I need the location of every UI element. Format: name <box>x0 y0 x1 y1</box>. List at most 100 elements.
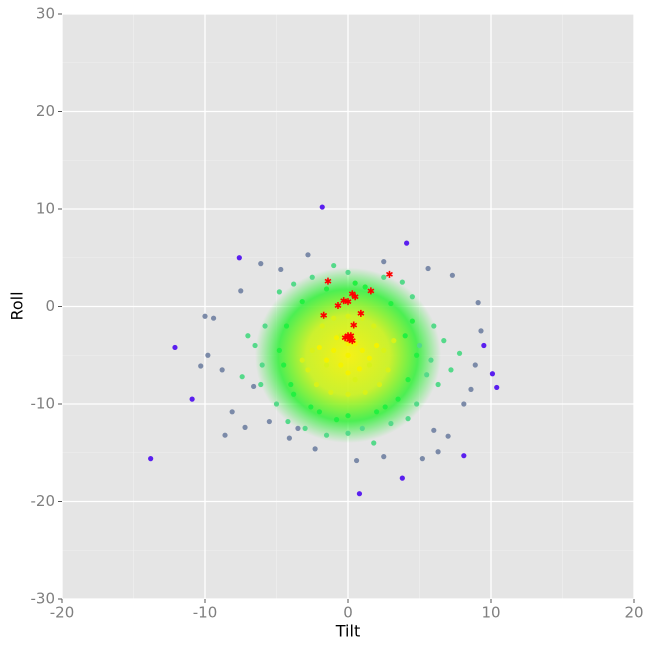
point <box>266 418 272 425</box>
point <box>252 342 258 349</box>
point <box>494 384 500 391</box>
point <box>331 315 337 321</box>
point <box>333 335 340 341</box>
point <box>262 323 268 329</box>
point <box>283 323 290 329</box>
point <box>333 417 340 423</box>
point <box>382 404 388 410</box>
point <box>323 362 330 368</box>
point <box>345 370 351 376</box>
point <box>338 333 344 339</box>
point <box>219 367 225 373</box>
point <box>285 418 291 425</box>
point <box>371 323 377 329</box>
point <box>345 430 351 436</box>
point <box>148 456 154 462</box>
point <box>399 279 405 285</box>
point <box>381 274 387 280</box>
point <box>309 274 315 280</box>
point <box>345 391 351 397</box>
point <box>461 401 467 407</box>
x-tick-label: -20 <box>50 604 75 622</box>
point <box>202 313 208 319</box>
point <box>399 475 405 481</box>
point <box>356 366 363 372</box>
point <box>331 347 337 353</box>
point <box>172 344 178 351</box>
point <box>288 381 294 388</box>
point <box>286 435 292 441</box>
point <box>366 362 373 368</box>
star-point <box>344 298 352 306</box>
point <box>305 252 311 258</box>
point <box>281 362 287 368</box>
point <box>273 401 280 407</box>
y-tick-label: -20 <box>31 492 56 510</box>
point <box>229 409 235 415</box>
y-tick-label: 10 <box>36 200 55 218</box>
point <box>291 281 297 287</box>
x-tick-label: 10 <box>481 604 500 622</box>
point <box>475 300 481 306</box>
star-point <box>351 293 359 301</box>
point <box>489 371 496 377</box>
point <box>441 338 447 344</box>
x-tick-label: 20 <box>624 604 643 622</box>
point <box>391 338 397 344</box>
y-tick-label: 0 <box>45 297 55 315</box>
point <box>381 259 387 265</box>
point <box>259 362 265 368</box>
y-axis-title: Roll <box>8 291 27 320</box>
point <box>242 424 248 430</box>
point <box>409 294 415 300</box>
y-tick-label: -30 <box>31 590 56 608</box>
point <box>328 389 334 395</box>
star-point <box>348 337 356 345</box>
point <box>239 374 245 380</box>
point <box>448 367 454 373</box>
point <box>405 377 411 383</box>
point <box>299 357 305 363</box>
point <box>431 427 437 433</box>
point <box>323 432 330 438</box>
point <box>251 383 257 390</box>
point <box>359 315 365 321</box>
point <box>345 413 351 419</box>
point <box>428 357 434 363</box>
point <box>352 280 358 286</box>
point <box>472 362 478 368</box>
point <box>388 420 394 427</box>
point <box>481 342 487 349</box>
point <box>309 347 315 353</box>
point <box>308 404 314 410</box>
point <box>402 333 408 339</box>
point <box>313 381 320 388</box>
star-point <box>367 287 375 295</box>
star-point <box>386 270 393 278</box>
point <box>478 328 484 334</box>
point <box>435 381 441 388</box>
point <box>305 367 311 373</box>
point <box>376 381 383 388</box>
point <box>278 266 284 273</box>
point <box>356 491 363 497</box>
star-point <box>348 290 356 298</box>
star-point <box>324 277 332 285</box>
point <box>404 240 410 246</box>
star-point <box>350 321 358 329</box>
point <box>258 261 264 267</box>
point <box>374 342 380 349</box>
point <box>414 352 420 358</box>
star-point <box>334 302 342 310</box>
point <box>419 456 425 462</box>
point <box>409 318 415 324</box>
point <box>323 286 330 292</box>
point <box>388 300 394 307</box>
point <box>245 333 251 339</box>
point <box>295 425 301 431</box>
point <box>445 433 451 439</box>
point <box>359 425 365 431</box>
point <box>189 396 195 402</box>
point <box>381 454 387 460</box>
